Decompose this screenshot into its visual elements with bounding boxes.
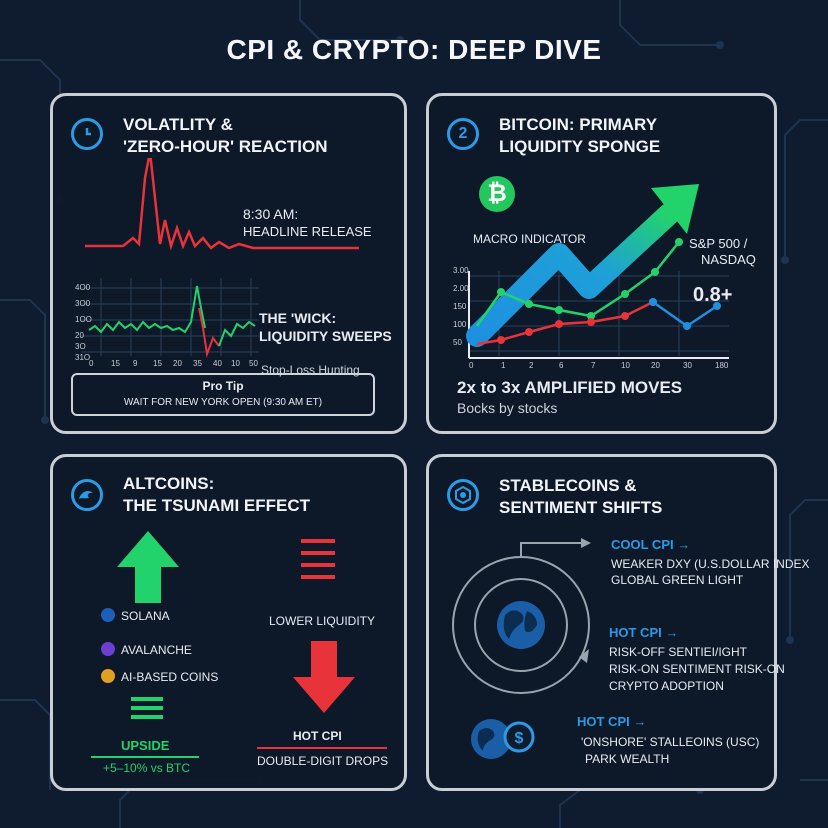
lower-liquidity-label: LOWER LIQUIDITY: [269, 614, 376, 628]
onshore-label: 'ONSHORE' STALLEOINS (USC): [581, 735, 760, 749]
x-tick: 20: [173, 359, 182, 368]
x-tick: 10: [231, 359, 240, 368]
nasdaq-label: NASDAQ: [701, 252, 756, 267]
bocks-label: Bocks by stocks: [457, 400, 558, 416]
double-digit-label: DOUBLE-DIGIT DROPS: [257, 754, 389, 768]
red-bars-icon: [301, 539, 335, 579]
upside-value: +5–10% vs BTC: [103, 761, 191, 775]
y-tick: 3.00: [453, 266, 469, 275]
cool-cpi-label: COOL CPI →: [611, 537, 691, 552]
liquidity-sweep-chart: [81, 278, 259, 358]
macro-indicator-label: MACRO INDICATOR: [473, 232, 586, 246]
x-tick: 180: [715, 361, 729, 370]
x-tick: 6: [559, 361, 564, 370]
correlation-value: 0.8+: [693, 284, 733, 306]
y-tick: 1OO: [75, 315, 92, 324]
x-tick: 7: [591, 361, 596, 370]
clock-icon: [71, 118, 103, 150]
down-arrow-icon: [293, 641, 355, 713]
volatility-panel: VOLATLITY & 'ZERO-HOUR' REACTION 8:30 AM…: [50, 93, 407, 434]
y-tick: 2.00: [453, 284, 469, 293]
avalanche-icon: [101, 642, 115, 656]
cool-cpi-line1: WEAKER DXY (U.S.DOLLAR INDEX: [611, 557, 810, 571]
bitcoin-symbol: ₿: [487, 180, 507, 207]
x-tick: 10: [621, 361, 630, 370]
y-tick: 20: [75, 331, 84, 340]
up-arrow-icon: [117, 531, 179, 603]
y-tick: 31O: [75, 353, 91, 362]
x-tick: 0: [469, 361, 474, 370]
hot-cpi-line3: CRYPTO ADOPTION: [609, 679, 724, 693]
sentiment-cycle-diagram: [452, 538, 591, 694]
coin-solana: SOLANA: [121, 609, 170, 623]
page-title: CPI & CRYPTO: DEEP DIVE: [226, 34, 602, 65]
panel-title-line2: LIQUIDITY SPONGE: [499, 137, 661, 156]
panel-title-line2: THE TSUNAMI EFFECT: [123, 496, 310, 515]
panel-title-line1: BITCOIN: PRIMARY: [499, 115, 658, 134]
altcoins-panel: ALTCOINS: THE TSUNAMI EFFECT SOLANA AVAL…: [50, 454, 407, 791]
wick-subtitle: LIQUIDITY SWEEPS: [259, 328, 392, 344]
liquidity-chart: [466, 184, 729, 359]
cool-cpi-line2: GLOBAL GREEN LIGHT: [611, 573, 744, 587]
amplified-moves: 2x to 3x AMPLIFIED MOVES: [457, 378, 683, 397]
upside-label: UPSIDE: [121, 738, 170, 753]
pro-tip-box: Pro Tip WAIT FOR NEW YORK OPEN (9:30 AM …: [71, 373, 375, 416]
x-tick: 15: [111, 359, 120, 368]
hot-cpi-line2: RISK-ON SENTIMENT RISK-ON: [609, 662, 785, 676]
hot-cpi-line1: RISK-OFF SENTIEI/IGHT: [609, 645, 748, 659]
x-tick: 9: [133, 359, 138, 368]
solana-icon: [101, 608, 115, 622]
number-two-icon: 2: [447, 118, 479, 150]
y-tick: 150: [453, 302, 467, 311]
panel-title-line1: VOLATLITY &: [123, 115, 233, 134]
y-tick: 3O0: [75, 299, 91, 308]
wave-icon: [71, 479, 103, 511]
x-tick: 30: [683, 361, 692, 370]
coin-ai-based: AI-BASED COINS: [121, 670, 219, 684]
y-tick: 100: [453, 320, 467, 329]
x-tick: 50: [249, 359, 258, 368]
bitcoin-icon: ₿: [479, 176, 515, 212]
stablecoins-panel: STABLECOINS & SENTIMENT SHIFTS COOL CPI …: [426, 454, 810, 791]
panel-title-line2: 'ZERO-HOUR' REACTION: [123, 137, 328, 156]
x-tick: 35: [193, 359, 202, 368]
wick-title: THE 'WICK:: [259, 310, 337, 326]
park-wealth-label: PARK WEALTH: [585, 752, 670, 766]
y-tick: 50: [453, 338, 462, 347]
green-bars-icon: [131, 697, 163, 719]
x-tick: 40: [213, 359, 222, 368]
sp500-label: S&P 500 /: [689, 236, 748, 251]
hexagon-icon: [447, 479, 479, 511]
y-tick: 3O: [75, 342, 86, 351]
hot-cpi-underline: [257, 747, 387, 749]
svg-text:$: $: [515, 730, 524, 747]
hot-cpi-2-label: HOT CPI →: [577, 714, 647, 729]
bitcoin-panel: 2 BITCOIN: PRIMARY LIQUIDITY SPONGE ₿ MA…: [426, 93, 777, 434]
y-tick: 4O0: [75, 283, 91, 292]
panel-title-line2: SENTIMENT SHIFTS: [499, 498, 663, 517]
icon-number: 2: [458, 125, 468, 142]
coin-avalanche: AVALANCHE: [121, 643, 192, 657]
release-label: HEADLINE RELEASE: [243, 224, 372, 239]
x-tick: 2: [529, 361, 534, 370]
hot-cpi-label: HOT CPI →: [609, 625, 679, 640]
x-tick: 15: [153, 359, 162, 368]
ai-coin-icon: [101, 669, 115, 683]
x-tick: 20: [651, 361, 660, 370]
x-tick: 0: [89, 359, 94, 368]
pro-tip-title: Pro Tip: [202, 379, 244, 393]
panel-title-line1: ALTCOINS:: [123, 474, 215, 493]
headline-spike-chart: [85, 158, 359, 251]
x-tick: 1: [501, 361, 506, 370]
release-time: 8:30 AM:: [243, 206, 299, 222]
upside-underline: [91, 756, 199, 758]
pro-tip-text: WAIT FOR NEW YORK OPEN (9:30 AM ET): [123, 397, 323, 408]
panel-title-line1: STABLECOINS &: [499, 476, 637, 495]
globe-dollar-icon: $: [471, 719, 535, 759]
hot-cpi-label: HOT CPI: [293, 729, 342, 743]
